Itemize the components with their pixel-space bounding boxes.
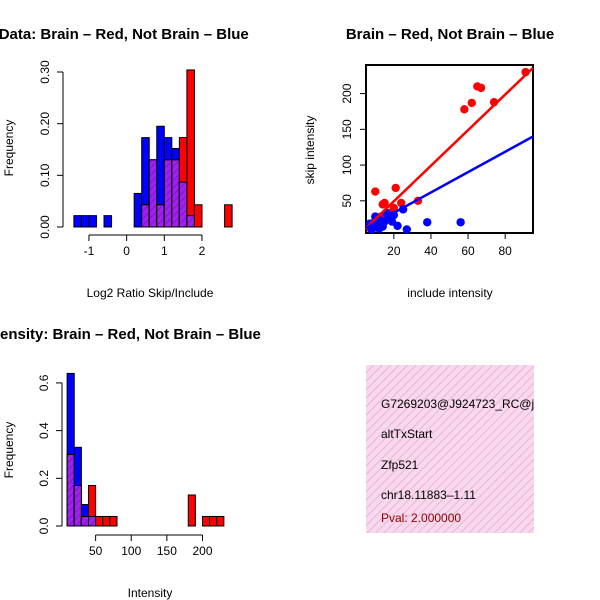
fit-line-brain <box>365 66 534 229</box>
ratio-hist-title: RatioData: Brain – Red, Not Brain – Blue <box>0 26 249 43</box>
point-not-brain <box>393 221 402 231</box>
point-not-brain <box>423 218 432 227</box>
bar-overlap <box>156 204 165 228</box>
point-brain <box>460 105 469 114</box>
bar-overlap <box>148 159 158 228</box>
x-tick-label: 50 <box>89 544 103 558</box>
scatter-frame <box>365 64 534 234</box>
info-event-type: altTxStart <box>381 427 433 441</box>
point-brain <box>467 98 476 108</box>
bar-brain <box>216 515 225 527</box>
y-tick-label: 0.0 <box>37 517 51 534</box>
bar-brain <box>187 494 196 527</box>
info-box-background <box>366 365 534 533</box>
bar-brain <box>186 69 195 228</box>
intensity-hist-title: Gene Itensity: Brain – Red, Not Brain – … <box>0 326 261 343</box>
x-tick-label: 200 <box>192 544 212 558</box>
ratio-hist-xlabel: Log2 Ratio Skip/Include <box>87 286 214 300</box>
ratio-hist-bars <box>73 69 233 228</box>
intensity-hist-xlabel: Intensity <box>128 586 173 600</box>
info-pval: Pval: 2.000000 <box>381 511 461 525</box>
bar-overlap <box>80 515 89 527</box>
info-gene: Zfp521 <box>381 458 419 472</box>
bar-brain <box>224 204 233 228</box>
bar-overlap <box>186 215 195 228</box>
y-tick-label: 0.4 <box>37 422 51 439</box>
bar-overlap <box>66 453 75 527</box>
bar-brain <box>95 515 104 527</box>
bar-brain <box>102 515 111 527</box>
point-brain <box>476 83 486 93</box>
point-brain <box>380 198 389 208</box>
intensity-hist-axes: 50 100 150 200 0.0 0.2 0.4 0.6 <box>37 374 213 558</box>
bar-overlap <box>88 515 97 527</box>
bar-not-brain <box>73 215 82 228</box>
bar-overlap <box>141 204 150 228</box>
point-brain <box>397 198 406 208</box>
fit-line-not-brain <box>365 135 534 230</box>
scatter-ylabel: skip intensity <box>303 116 317 185</box>
ratio-hist-axes: -1 0 1 2 0.00 0.10 0.20 0.30 <box>38 60 206 258</box>
y-tick-label: 0.2 <box>37 470 51 487</box>
x-tick-label: 100 <box>121 544 141 558</box>
bar-overlap <box>178 181 188 228</box>
intensity-histogram-panel: Gene Itensity: Brain – Red, Not Brain – … <box>0 326 261 600</box>
bar-not-brain <box>88 215 97 228</box>
bar-brain <box>202 515 211 527</box>
x-tick-label: 80 <box>498 244 512 258</box>
x-tick-label: 1 <box>161 244 168 258</box>
y-tick-label: 0.20 <box>38 112 52 136</box>
ratio-histogram-panel: RatioData: Brain – Red, Not Brain – Blue… <box>0 26 249 300</box>
y-tick-label: 0.30 <box>38 60 52 84</box>
bar-not-brain <box>133 192 143 228</box>
ratio-hist-ylabel: Frequency <box>2 120 16 177</box>
y-tick-label: 0.00 <box>38 215 52 239</box>
bar-not-brain <box>80 215 90 228</box>
point-not-brain <box>456 218 465 227</box>
point-brain <box>389 203 399 213</box>
point-not-brain <box>402 225 412 234</box>
bar-not-brain <box>103 215 113 228</box>
point-brain <box>371 187 380 196</box>
info-event-id: G7269203@J924723_RC@j924722 <box>381 397 574 411</box>
bar-overlap <box>73 484 82 527</box>
scatter-xlabel: include intensity <box>407 286 492 300</box>
x-tick-label: 60 <box>461 244 475 258</box>
intensity-hist-ylabel: Frequency <box>2 422 16 479</box>
x-tick-label: 20 <box>387 244 401 258</box>
y-tick-label: 100 <box>340 155 354 175</box>
y-tick-label: 150 <box>340 119 354 139</box>
bar-brain <box>209 515 218 527</box>
scatter-panel: Brain – Red, Not Brain – Blue include in… <box>303 26 554 300</box>
y-tick-label: 0.6 <box>37 374 51 391</box>
x-tick-label: 0 <box>123 244 130 258</box>
point-brain <box>391 183 400 193</box>
bar-brain <box>193 204 203 228</box>
y-tick-label: 0.10 <box>38 163 52 187</box>
info-location: chr18.11883–1.11 <box>381 488 476 502</box>
bar-overlap <box>163 159 173 228</box>
y-tick-label: 200 <box>340 83 354 103</box>
scatter-title: Brain – Red, Not Brain – Blue <box>346 26 554 43</box>
info-box: G7269203@J924723_RC@j924722 altTxStart Z… <box>366 365 574 533</box>
bar-brain <box>109 515 118 527</box>
intensity-hist-bars <box>66 372 225 527</box>
x-tick-label: 2 <box>199 244 206 258</box>
y-tick-label: 50 <box>340 194 354 208</box>
bar-overlap <box>171 159 180 228</box>
x-tick-label: -1 <box>84 244 95 258</box>
x-tick-label: 150 <box>157 544 177 558</box>
scatter-axes: 20 40 60 80 50 100 150 200 <box>340 83 512 258</box>
scatter-marks <box>365 66 534 234</box>
x-tick-label: 40 <box>424 244 438 258</box>
